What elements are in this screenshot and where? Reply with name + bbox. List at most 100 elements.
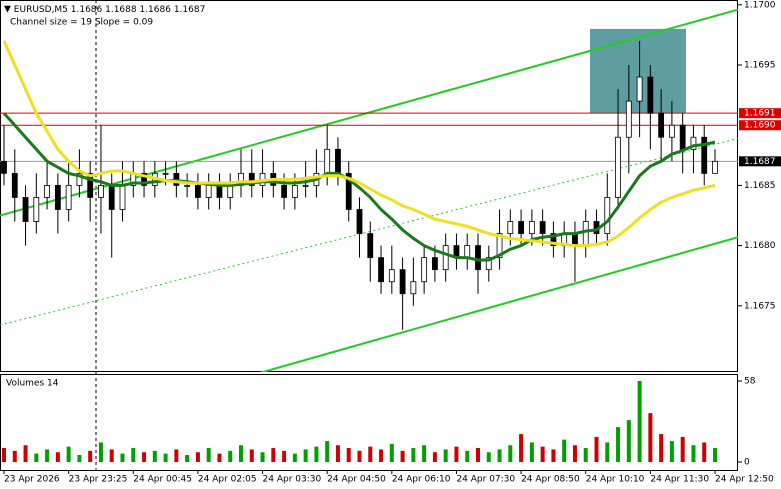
volume-bar — [23, 445, 28, 462]
candle-body — [518, 221, 524, 234]
candle-body — [399, 269, 406, 295]
volume-bar — [583, 448, 588, 462]
x-tick-label: 24 Apr 08:50 — [521, 475, 580, 485]
volume-bar — [486, 452, 491, 462]
volume-bar — [572, 445, 577, 462]
x-tick-label: 23 Apr 23:25 — [69, 475, 128, 485]
volume-bar — [55, 452, 60, 462]
volume-bar — [519, 434, 524, 462]
price-plot — [0, 8, 738, 372]
volume-bar — [325, 441, 330, 462]
volume-bar — [239, 445, 243, 462]
candle-body — [356, 209, 363, 234]
volume-bar — [368, 446, 373, 462]
y-tick-label: 1.1680 — [744, 241, 776, 251]
volume-plot — [2, 381, 717, 462]
candle-body — [33, 197, 40, 222]
candle-body — [345, 172, 352, 210]
price-label-box — [739, 108, 781, 119]
candle-body — [324, 148, 331, 174]
volume-bar — [109, 449, 114, 462]
volume-bar — [659, 434, 664, 462]
volume-bar — [379, 449, 384, 462]
volume-bar — [476, 448, 480, 462]
x-tick-label: 24 Apr 03:30 — [263, 475, 322, 485]
candle-body — [604, 197, 611, 234]
volume-bar — [346, 448, 351, 462]
candle-body — [76, 172, 83, 186]
chart-subtitle: Channel size = 19 Slope = 0.09 — [10, 18, 153, 28]
volume-bar — [529, 442, 534, 462]
volume-bar — [389, 443, 394, 462]
candle-body — [1, 160, 7, 174]
candle-body — [162, 172, 169, 175]
volume-bar — [562, 439, 567, 462]
volume-bar — [12, 450, 17, 462]
volume-bar — [228, 450, 233, 462]
candle-body — [507, 221, 514, 234]
volume-bar — [626, 420, 631, 462]
y-tick-label: 1.1685 — [744, 181, 776, 191]
volume-bar — [303, 449, 308, 462]
volume-bar — [702, 442, 707, 462]
x-tick-label: 24 Apr 10:10 — [586, 475, 645, 485]
volume-bar — [540, 446, 545, 462]
volume-bar — [88, 450, 93, 462]
candle-body — [432, 257, 438, 271]
candle-body — [701, 136, 708, 174]
volume-bar — [680, 436, 685, 462]
volume-bar — [713, 448, 717, 462]
price-label-box — [739, 156, 781, 167]
volume-bar — [45, 449, 50, 462]
candle-body — [496, 233, 503, 259]
x-tick-label: 24 Apr 11:30 — [650, 475, 709, 485]
candle-body — [11, 172, 18, 198]
x-tick-label: 24 Apr 06:10 — [392, 475, 451, 485]
candle-body — [22, 197, 29, 222]
candle-body — [119, 184, 126, 210]
candle-body — [291, 184, 298, 198]
x-tick-label: 24 Apr 02:05 — [198, 475, 257, 485]
volume-bar — [163, 453, 168, 462]
candle-body — [410, 281, 417, 295]
candle-body — [248, 172, 255, 186]
volume-bar — [314, 446, 319, 462]
volume-bar — [551, 449, 556, 462]
candle-body — [367, 233, 374, 259]
volume-bar — [271, 448, 276, 462]
candle-body — [87, 172, 94, 198]
price-label: 1.1691 — [744, 109, 776, 119]
volume-tick-label: 0 — [744, 458, 750, 468]
candle-body — [227, 184, 234, 198]
candle-body — [44, 184, 50, 198]
volume-bar — [605, 442, 610, 462]
volume-bar — [691, 445, 696, 462]
volume-bar — [142, 452, 147, 462]
x-tick-label: 24 Apr 00:45 — [133, 475, 192, 485]
candle-body — [205, 184, 212, 198]
x-tick-label: 24 Apr 12:50 — [715, 475, 774, 485]
volume-bar — [131, 448, 136, 462]
candle-body — [281, 184, 287, 198]
volume-bar — [249, 449, 254, 462]
candle-body — [335, 148, 341, 174]
candle-body — [464, 245, 471, 259]
volume-tick-label: 58 — [744, 377, 756, 387]
y-tick-label: 1.1700 — [744, 0, 776, 10]
volume-bar — [292, 453, 297, 462]
candle-body — [378, 257, 384, 283]
candle-body — [539, 221, 546, 234]
candle-body — [65, 184, 72, 210]
volume-bar — [669, 441, 674, 462]
volume-bar — [120, 453, 125, 462]
candle-body — [54, 184, 61, 210]
volume-bar — [152, 450, 157, 462]
x-tick-label: 24 Apr 07:30 — [456, 475, 515, 485]
price-label: 1.1690 — [744, 121, 776, 131]
volume-bar — [66, 446, 71, 462]
volume-bar — [77, 455, 82, 462]
moving-average — [2, 112, 716, 262]
volume-bar — [357, 450, 362, 462]
candle-body — [195, 184, 201, 198]
chart-title: ▼ EURUSD,M5 1.1686 1.1688 1.1686 1.1687 — [4, 5, 205, 15]
